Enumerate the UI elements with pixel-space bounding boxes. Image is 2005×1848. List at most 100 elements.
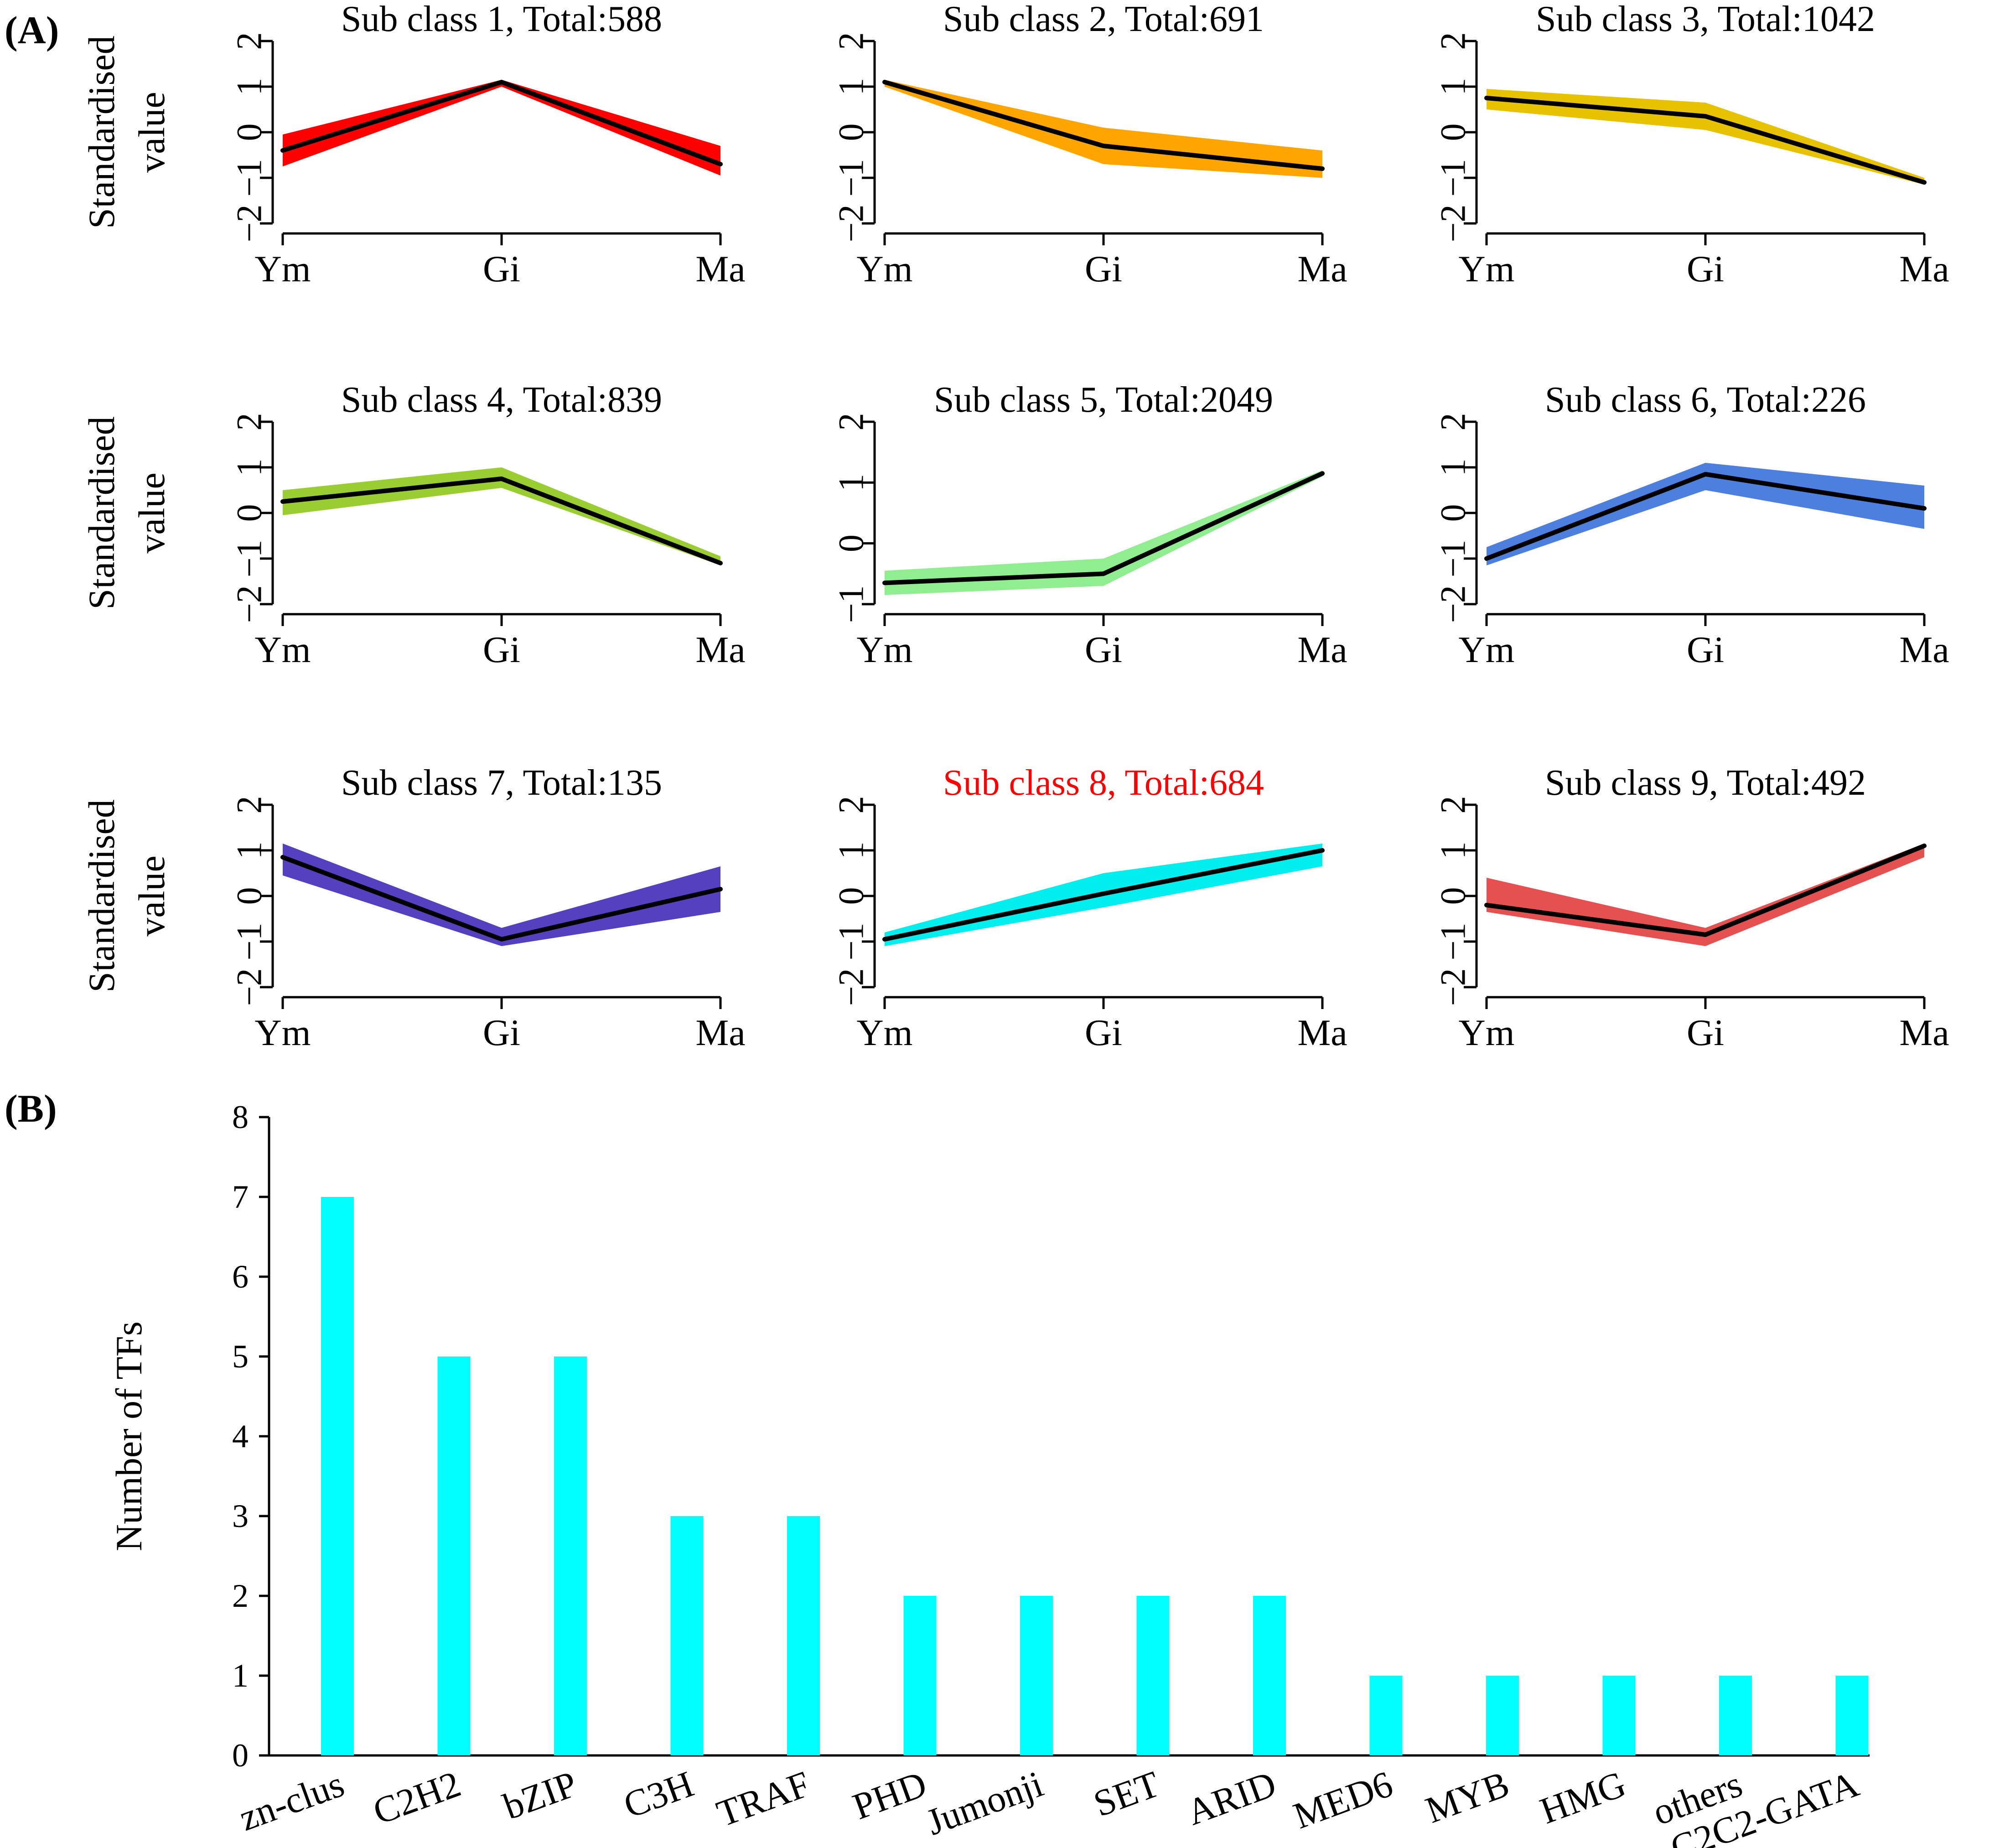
mean-line (1484, 844, 1927, 937)
bar-x-tick-label: SET (1088, 1763, 1165, 1824)
y-tick-label: −2 (831, 968, 871, 1006)
y-tick-label: 1 (229, 459, 269, 476)
y-axis-label: Standardised value (81, 799, 172, 993)
subclass-title: Sub class 4, Total:839 (341, 380, 662, 420)
mean-line (882, 80, 1325, 171)
x-tick-label: Ym (857, 629, 913, 670)
x-tick-label: Ym (1459, 629, 1515, 670)
bar-x-tick-label: bZIP (498, 1763, 582, 1827)
y-tick-label: 2 (1433, 32, 1473, 50)
bar-y-tick-label: 3 (232, 1498, 249, 1534)
y-tick-label: 2 (229, 796, 269, 814)
y-tick-label: 2 (831, 32, 871, 50)
bar-x-tick-label: HMG (1535, 1763, 1631, 1832)
y-tick-label: 1 (229, 842, 269, 859)
y-tick-label: −1 (229, 540, 269, 578)
y-tick-label: −1 (229, 923, 269, 961)
x-tick-label: Gi (1687, 1012, 1724, 1053)
bar-y-tick-label: 7 (232, 1179, 249, 1215)
subclass-panel-7: Sub class 7, Total:135 −2 −1 0 1 2 Ym Gi Ma Stand… (81, 763, 746, 1053)
mean-line (882, 848, 1325, 942)
x-tick-label: Ma (1297, 248, 1347, 290)
variance-band (885, 470, 1322, 595)
x-tick-label: Gi (1687, 248, 1724, 290)
bar-y-tick-label: 5 (232, 1338, 249, 1375)
y-tick-label: 2 (1433, 413, 1473, 431)
subclass-panel-8: Sub class 8, Total:684 −2 −1 0 1 2 Ym Gi Ma (831, 763, 1347, 1053)
mean-line (882, 471, 1325, 585)
bar-C2C2-GATA (1835, 1676, 1869, 1755)
bar-x-tick-label: C2H2 (368, 1763, 466, 1832)
variance-band (283, 80, 720, 176)
subclass-title: Sub class 1, Total:588 (341, 0, 662, 39)
y-tick-label: 0 (229, 504, 269, 522)
x-tick-label: Ma (1899, 1012, 1949, 1053)
subclass-title: Sub class 9, Total:492 (1545, 763, 1866, 803)
subclass-title: Sub class 3, Total:1042 (1536, 0, 1875, 39)
y-tick-label: −1 (831, 585, 871, 623)
y-tick-label: 0 (1433, 887, 1473, 905)
y-tick-label: −2 (229, 585, 269, 623)
x-tick-label: Ym (857, 1012, 913, 1053)
y-tick-label: 1 (831, 474, 871, 492)
y-tick-label: 2 (1433, 796, 1473, 814)
x-tick-label: Ym (255, 248, 311, 290)
y-tick-label: −1 (1433, 540, 1473, 578)
variance-band (1487, 89, 1924, 185)
y-tick-label: 1 (831, 78, 871, 96)
y-tick-label: −2 (1433, 205, 1473, 243)
bar-y-tick-label: 6 (232, 1258, 249, 1295)
bar-SET (1136, 1596, 1170, 1755)
y-tick-label: −1 (1433, 159, 1473, 197)
y-tick-label: −2 (831, 205, 871, 243)
bar-y-tick-label: 1 (232, 1657, 249, 1694)
subclass-panel-6: Sub class 6, Total:226 −2 −1 0 1 2 Ym Gi Ma (1433, 380, 1949, 670)
x-tick-label: Gi (483, 1012, 520, 1053)
y-tick-label: 2 (229, 32, 269, 50)
x-tick-label: Ma (1899, 629, 1949, 670)
x-tick-label: Gi (483, 629, 520, 670)
y-tick-label: −1 (831, 923, 871, 961)
panel-label-b: (B) (5, 1087, 57, 1130)
bar-x-tick-label: zn-clus (234, 1763, 350, 1839)
x-tick-label: Ym (1459, 248, 1515, 290)
x-tick-label: Ma (695, 629, 745, 670)
mean-line (280, 80, 723, 166)
subclass-title: Sub class 8, Total:684 (943, 763, 1264, 803)
line-panels: Sub class 1, Total:588 −2 −1 0 1 2 Ym Gi Ma Stand… (81, 0, 1949, 1053)
bar-y-tick-label: 8 (232, 1099, 249, 1135)
x-tick-label: Ym (1459, 1012, 1515, 1053)
y-tick-label: −1 (1433, 923, 1473, 961)
bar-x-tick-label: ARID (1181, 1763, 1281, 1833)
bar-Jumonji (1020, 1596, 1053, 1755)
bar-x-tick-label: TRAF (711, 1763, 815, 1834)
bar-ARID (1253, 1596, 1286, 1755)
variance-band (283, 467, 720, 565)
bar-TRAF (787, 1516, 820, 1755)
y-tick-label: 0 (229, 887, 269, 905)
y-tick-label: 1 (831, 842, 871, 859)
y-tick-label: 1 (229, 78, 269, 96)
subclass-title: Sub class 5, Total:2049 (934, 380, 1273, 420)
mean-line (280, 855, 723, 942)
bar-y-tick-label: 2 (232, 1578, 249, 1614)
y-tick-label: 1 (1433, 78, 1473, 96)
x-tick-label: Ma (1899, 248, 1949, 290)
bar-C3H (670, 1516, 704, 1755)
bar-bZIP (554, 1356, 587, 1755)
y-tick-label: 0 (831, 124, 871, 141)
x-tick-label: Ym (255, 1012, 311, 1053)
y-axis-label: Standardised value (81, 36, 172, 229)
bar-PHD (903, 1596, 937, 1755)
bar-MED6 (1369, 1676, 1403, 1755)
panel-label-a: (A) (5, 8, 59, 52)
bar-y-tick-label: 0 (232, 1737, 249, 1774)
bar-chart: 0 1 2 3 4 5 6 7 8 zn-clus C2H2 bZIP C3H TRAF PHDJumonj… (108, 1099, 1870, 1848)
y-tick-label: −1 (831, 159, 871, 197)
y-axis-label: Standardised value (81, 416, 172, 610)
x-tick-label: Ma (695, 248, 745, 290)
variance-band (1487, 844, 1924, 946)
y-tick-label: 2 (229, 413, 269, 431)
subclass-panel-2: Sub class 2, Total:691 −2 −1 0 1 2 Ym Gi Ma (831, 0, 1347, 290)
x-tick-label: Ym (857, 248, 913, 290)
